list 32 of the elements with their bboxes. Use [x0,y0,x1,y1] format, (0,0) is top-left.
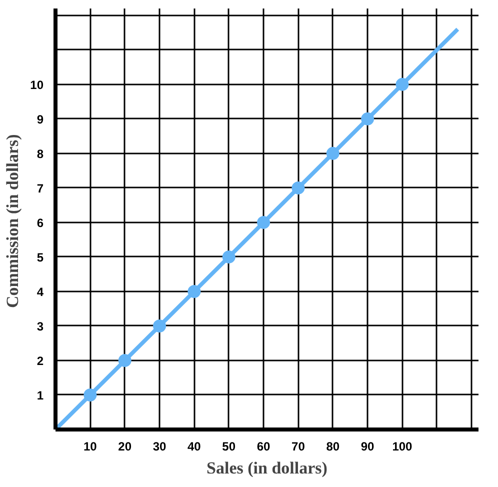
y-tick-label: 10 [30,78,44,92]
y-tick-label: 6 [36,216,44,230]
point [257,216,270,229]
point [153,319,166,332]
x-tick-label: 80 [326,440,340,454]
x-tick-label: 100 [392,440,413,454]
x-tick-label: 70 [292,440,306,454]
x-axis-title: Sales (in dollars) [206,458,328,478]
y-tick-label: 3 [36,319,44,334]
y-tick-label: 7 [36,181,44,196]
point [326,146,340,160]
point [396,78,409,91]
x-tick-label: 40 [188,440,202,454]
y-tick-label: 8 [36,146,44,161]
point [84,388,97,402]
y-tick-label: 2 [36,354,44,368]
y-axis-title: Commission (in dollars) [3,134,22,308]
x-tick-label: 90 [360,440,375,454]
y-tick-label: 5 [36,250,44,264]
point [222,250,236,264]
x-tick-label: 50 [222,440,236,454]
point [361,112,374,126]
x-tick-label: 20 [118,440,132,454]
point [292,181,305,194]
point [188,284,201,298]
y-tick-label: 9 [36,112,44,126]
x-tick-label: 10 [84,440,98,454]
y-tick-label: 1 [36,388,44,402]
y-tick-label: 4 [36,284,44,299]
x-tick-label: 30 [152,440,167,454]
x-tick-label: 60 [256,440,271,454]
point [118,354,132,367]
